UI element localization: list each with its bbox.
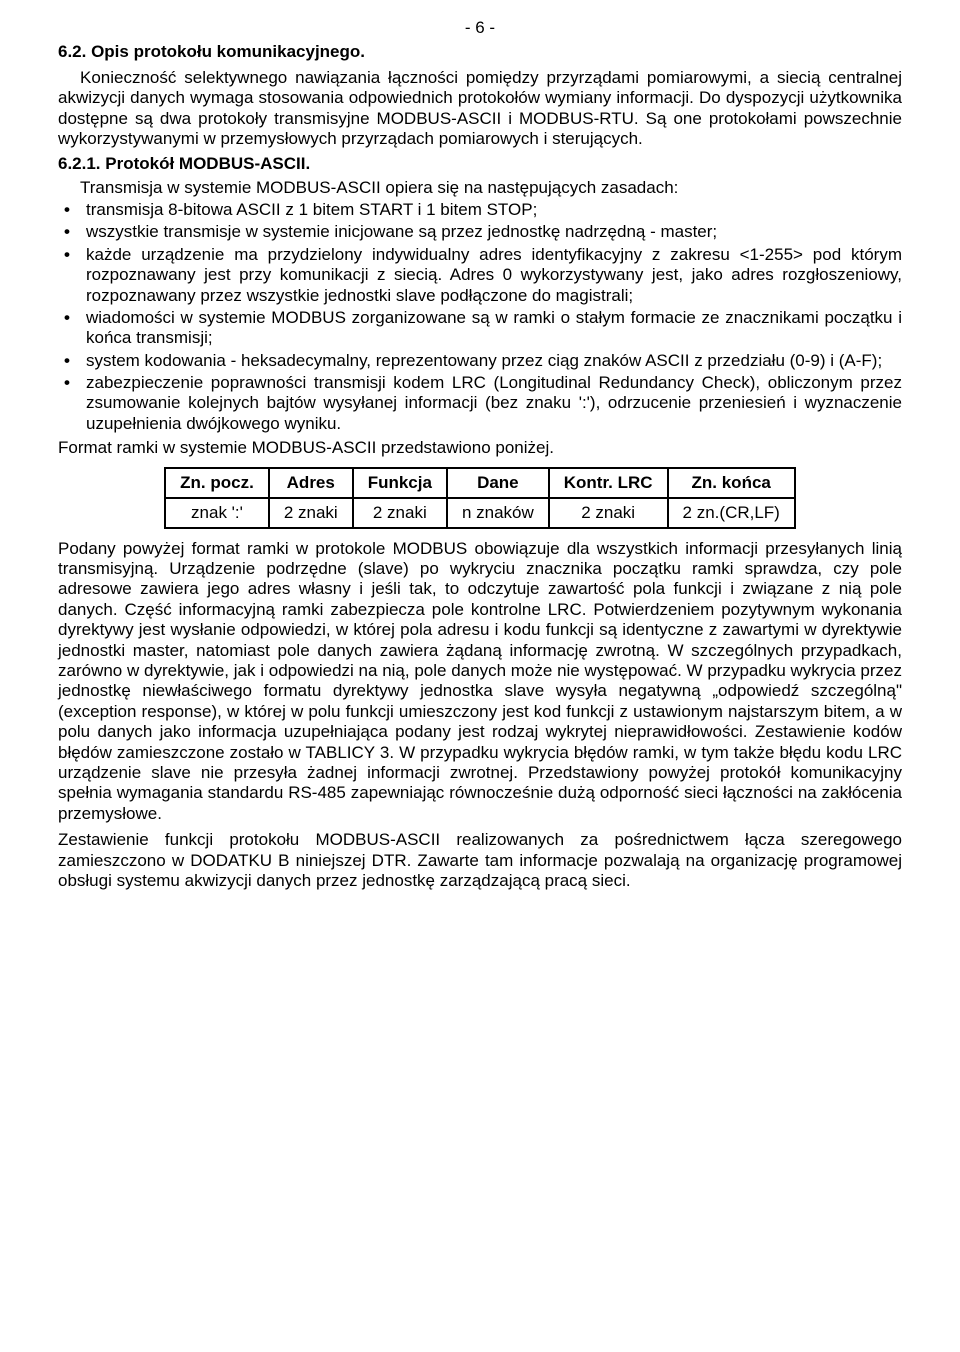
- td-kontr-lrc: 2 znaki: [549, 498, 668, 528]
- td-adres: 2 znaki: [269, 498, 353, 528]
- paragraph-format: Format ramki w systemie MODBUS-ASCII prz…: [58, 438, 902, 458]
- list-item: zabezpieczenie poprawności transmisji ko…: [58, 373, 902, 434]
- th-zn-konca: Zn. końca: [668, 468, 795, 498]
- th-adres: Adres: [269, 468, 353, 498]
- td-zn-pocz: znak ':': [165, 498, 269, 528]
- td-zn-konca: 2 zn.(CR,LF): [668, 498, 795, 528]
- list-item: wszystkie transmisje w systemie inicjowa…: [58, 222, 902, 242]
- th-funkcja: Funkcja: [353, 468, 447, 498]
- bullet-list: transmisja 8-bitowa ASCII z 1 bitem STAR…: [58, 200, 902, 434]
- list-item: transmisja 8-bitowa ASCII z 1 bitem STAR…: [58, 200, 902, 220]
- table-header-row: Zn. pocz. Adres Funkcja Dane Kontr. LRC …: [165, 468, 795, 498]
- list-item: system kodowania - heksadecymalny, repre…: [58, 351, 902, 371]
- td-dane: n znaków: [447, 498, 549, 528]
- frame-table: Zn. pocz. Adres Funkcja Dane Kontr. LRC …: [164, 467, 796, 529]
- paragraph-explain: Podany powyżej format ramki w protokole …: [58, 539, 902, 824]
- td-funkcja: 2 znaki: [353, 498, 447, 528]
- list-item: wiadomości w systemie MODBUS zorganizowa…: [58, 308, 902, 349]
- paragraph-intro: Konieczność selektywnego nawiązania łącz…: [58, 68, 902, 150]
- th-dane: Dane: [447, 468, 549, 498]
- th-zn-pocz: Zn. pocz.: [165, 468, 269, 498]
- heading-6-2: 6.2. Opis protokołu komunikacyjnego.: [58, 42, 902, 62]
- page-number: - 6 -: [58, 18, 902, 38]
- table-row: znak ':' 2 znaki 2 znaki n znaków 2 znak…: [165, 498, 795, 528]
- heading-6-2-1: 6.2.1. Protokół MODBUS-ASCII.: [58, 154, 902, 174]
- paragraph-appendix: Zestawienie funkcji protokołu MODBUS-ASC…: [58, 830, 902, 891]
- paragraph-lead: Transmisja w systemie MODBUS-ASCII opier…: [58, 178, 902, 198]
- list-item: każde urządzenie ma przydzielony indywid…: [58, 245, 902, 306]
- page: - 6 - 6.2. Opis protokołu komunikacyjneg…: [0, 0, 960, 1352]
- th-kontr-lrc: Kontr. LRC: [549, 468, 668, 498]
